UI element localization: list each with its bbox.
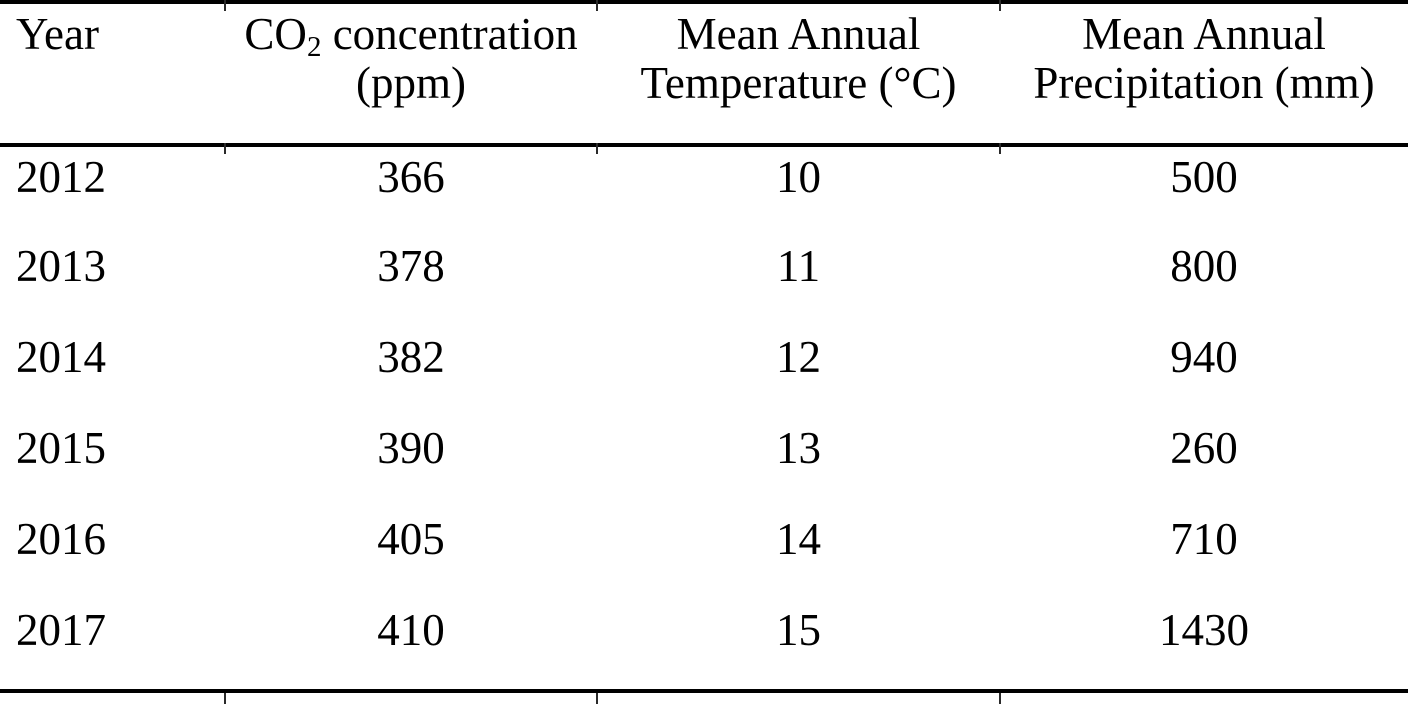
table-row: 2013 378 11 800: [0, 236, 1408, 327]
cell-co2: 366: [377, 152, 445, 202]
cell-precipitation: 260: [1170, 423, 1238, 473]
table-row: 2016 405 14 710: [0, 509, 1408, 600]
header-co2-prefix: CO: [244, 9, 307, 59]
cell-precipitation: 940: [1170, 332, 1238, 382]
header-row: Year CO2 concentration (ppm) Mean Annual…: [0, 2, 1408, 145]
column-divider-tick: [596, 693, 598, 704]
cell-year: 2017: [16, 605, 106, 655]
table-row: 2014 382 12 940: [0, 327, 1408, 418]
header-precipitation-line2: Precipitation (mm): [1033, 58, 1375, 108]
cell-co2: 405: [377, 514, 445, 564]
cell-co2: 382: [377, 332, 445, 382]
header-co2-rest: concentration: [332, 9, 578, 59]
cell-temperature: 15: [776, 605, 821, 655]
cell-year: 2013: [16, 241, 106, 291]
cell-precipitation: 1430: [1159, 605, 1249, 655]
column-divider-tick: [224, 143, 226, 154]
table-row: 2015 390 13 260: [0, 418, 1408, 509]
cell-precipitation: 800: [1170, 241, 1238, 291]
header-temperature-line2: Temperature (°C): [640, 58, 957, 108]
cell-temperature: 14: [776, 514, 821, 564]
cell-co2: 410: [377, 605, 445, 655]
cell-year: 2016: [16, 514, 106, 564]
table-row: 2012 366 10 500: [0, 145, 1408, 236]
column-divider-tick: [999, 0, 1001, 11]
header-co2: CO2 concentration (ppm): [225, 2, 597, 145]
header-year: Year: [0, 2, 225, 145]
header-year-label: Year: [16, 9, 99, 59]
table-row: 2017 410 15 1430: [0, 600, 1408, 691]
climate-data-table: Year CO2 concentration (ppm) Mean Annual…: [0, 0, 1408, 693]
cell-year: 2015: [16, 423, 106, 473]
cell-temperature: 12: [776, 332, 821, 382]
header-co2-unit: (ppm): [356, 58, 466, 108]
column-divider-tick: [224, 693, 226, 704]
cell-temperature: 10: [776, 152, 821, 202]
cell-year: 2012: [16, 152, 106, 202]
column-divider-tick: [999, 693, 1001, 704]
cell-co2: 378: [377, 241, 445, 291]
column-divider-tick: [224, 0, 226, 11]
cell-co2: 390: [377, 423, 445, 473]
column-divider-tick: [596, 143, 598, 154]
header-temperature: Mean Annual Temperature (°C): [597, 2, 1000, 145]
cell-temperature: 13: [776, 423, 821, 473]
column-divider-tick: [999, 143, 1001, 154]
cell-precipitation: 500: [1170, 152, 1238, 202]
header-co2-subscript: 2: [306, 31, 322, 63]
header-temperature-line1: Mean Annual: [676, 9, 921, 59]
cell-temperature: 11: [776, 241, 821, 291]
cell-year: 2014: [16, 332, 106, 382]
column-divider-tick: [596, 0, 598, 11]
cell-precipitation: 710: [1170, 514, 1238, 564]
header-precipitation-line1: Mean Annual: [1082, 9, 1326, 59]
header-precipitation: Mean Annual Precipitation (mm): [1000, 2, 1408, 145]
